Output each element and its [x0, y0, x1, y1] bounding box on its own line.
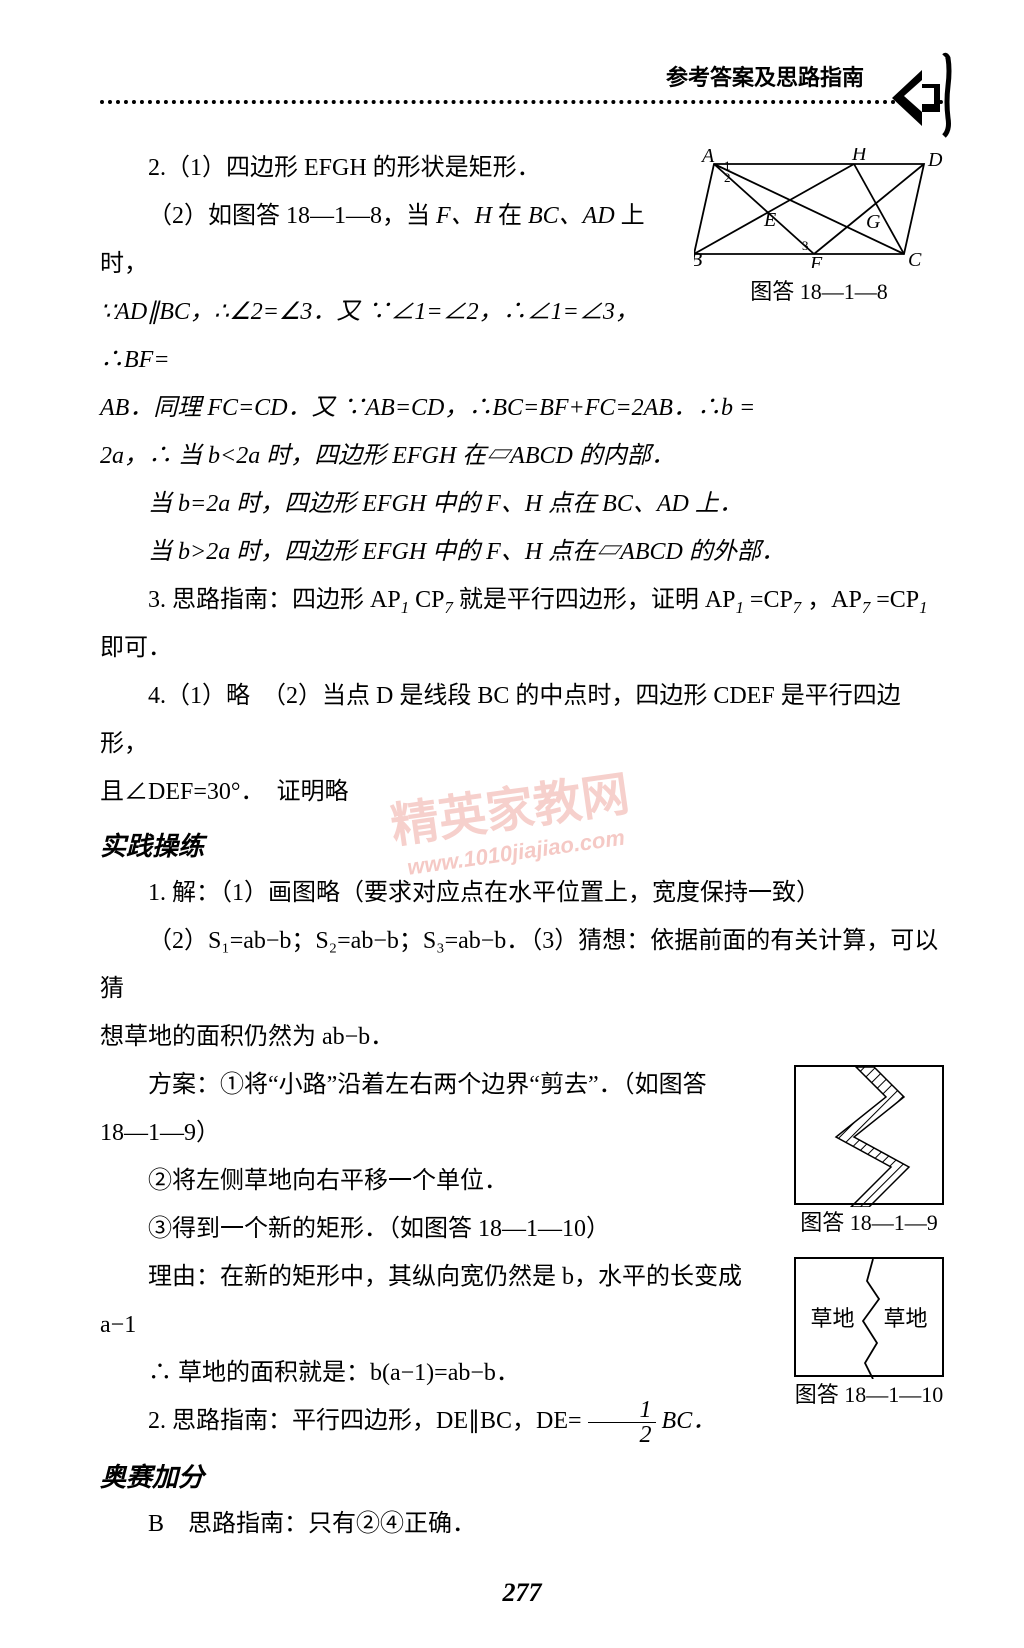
text: B 思路指南：只有②④正确．	[148, 1511, 476, 1537]
figure-18-1-8: A D B C H F E G 1 2 3 图答 18—1—8	[694, 148, 944, 306]
svg-text:C: C	[908, 249, 922, 268]
paragraph: 3. 思路指南：四边形 AP1 CP7 就是平行四边形，证明 AP1 =CP7 …	[100, 576, 944, 672]
math-text: BC．	[662, 1408, 717, 1434]
paragraph: 当 b=2a 时，四边形 EFGH 中的 F、H 点在 BC、AD 上．	[100, 480, 944, 528]
text: 2. 思路指南：平行四边形，DE∥BC，DE=	[148, 1408, 582, 1434]
grass-split-box: 草地 草地	[794, 1257, 944, 1377]
text: 就是平行四边形，证明 AP	[459, 587, 736, 613]
parallelogram-diagram: A D B C H F E G 1 2 3	[694, 148, 944, 268]
text: ，AP	[807, 587, 862, 613]
paragraph: 想草地的面积仍然为 ab−b．	[100, 1013, 944, 1061]
figure-18-1-9: 图答 18—1—9	[794, 1065, 944, 1237]
svg-text:H: H	[851, 148, 868, 165]
figure-18-1-10: 草地 草地 图答 18—1—10	[794, 1257, 944, 1409]
text: 2.（1）四边形 EFGH 的形状是矩形．	[148, 155, 541, 181]
text: （2）S₁=ab−b；S₂=ab−b；S₃=ab−b．（3）猜想：依据前面的有关…	[100, 928, 938, 1002]
text: 4.（1）略 （2）当点 D 是线段 BC 的中点时，四边形 CDEF 是平行四…	[100, 683, 901, 757]
fraction: 1 2	[588, 1398, 656, 1447]
hatched-path-box	[794, 1065, 944, 1205]
math-text: ∵AD∥BC，∴∠2=∠3．又 ∵∠1=∠2，∴∠1=∠3，∴BF=	[100, 299, 639, 373]
math-text: F、H	[436, 203, 492, 229]
paragraph: 2a，∴ 当 b<2a 时，四边形 EFGH 在▱ABCD 的内部．	[100, 432, 944, 480]
math-text: BC、AD	[528, 203, 615, 229]
figure-caption: 图答 18—1—8	[694, 274, 944, 306]
header-title: 参考答案及思路指南	[666, 65, 864, 90]
svg-text:F: F	[809, 253, 823, 268]
svg-text:D: D	[927, 149, 943, 171]
page-number: 277	[100, 1578, 944, 1608]
paragraph: B 思路指南：只有②④正确．	[100, 1500, 944, 1548]
text: 即可．	[100, 635, 172, 661]
math-text: AB．同理 FC=CD．又 ∵AB=CD，∴BC=BF+FC=2AB．∴b =	[100, 395, 755, 421]
grass-right-label: 草地	[883, 1301, 927, 1333]
figure-caption: 图答 18—1—10	[794, 1377, 944, 1409]
fraction-denominator: 2	[588, 1423, 656, 1447]
paragraph: 4.（1）略 （2）当点 D 是线段 BC 的中点时，四边形 CDEF 是平行四…	[100, 672, 944, 768]
math-text: 当 b=2a 时，四边形 EFGH 中的 F、H 点在 BC、AD 上．	[148, 491, 743, 517]
svg-text:B: B	[694, 249, 702, 268]
text: 且∠DEF=30°． 证明略	[100, 779, 348, 805]
math-text: 2a，∴ 当 b<2a 时，四边形 EFGH 在▱ABCD 的内部．	[100, 443, 675, 469]
page-root: 参考答案及思路指南 A D B C H	[0, 0, 1024, 1648]
paragraph: （2）S₁=ab−b；S₂=ab−b；S₃=ab−b．（3）猜想：依据前面的有关…	[100, 917, 944, 1013]
page-header: 参考答案及思路指南	[100, 60, 944, 92]
text: （2）如图答 18—1—8，当	[148, 203, 436, 229]
grass-left-label: 草地	[810, 1301, 854, 1333]
paragraph: 且∠DEF=30°． 证明略	[100, 768, 944, 816]
paragraph: AB．同理 FC=CD．又 ∵AB=CD，∴BC=BF+FC=2AB．∴b =	[100, 384, 944, 432]
text: CP	[415, 587, 444, 613]
text: 18—1—9）	[100, 1120, 220, 1146]
svg-text:G: G	[866, 211, 881, 233]
text: ∴ 草地的面积就是：b(a−1)=ab−b．	[148, 1360, 520, 1386]
svg-text:3: 3	[802, 238, 809, 253]
section-heading: 奥赛加分	[100, 1457, 944, 1494]
corner-arrow-icon	[882, 50, 954, 140]
paragraph: 当 b>2a 时，四边形 EFGH 中的 F、H 点在▱ABCD 的外部．	[100, 528, 944, 576]
text: =CP	[750, 587, 793, 613]
text: 1. 解：（1）画图略（要求对应点在水平位置上，宽度保持一致）	[148, 880, 820, 906]
math-text: 当 b>2a 时，四边形 EFGH 中的 F、H 点在▱ABCD 的外部．	[148, 539, 785, 565]
header-divider	[100, 100, 944, 104]
section-heading: 实践操练	[100, 826, 944, 863]
text: 3. 思路指南：四边形 AP	[148, 587, 401, 613]
text: 在	[498, 203, 528, 229]
svg-text:2: 2	[724, 170, 731, 185]
text: 方案：①将“小路”沿着左右两个边界“剪去”．（如图答	[148, 1072, 707, 1098]
text: 想草地的面积仍然为 ab−b．	[100, 1024, 394, 1050]
text: 理由：在新的矩形中，其纵向宽仍然是 b，水平的长变成 a−1	[100, 1264, 742, 1338]
text: =CP	[876, 587, 919, 613]
text: ③得到一个新的矩形．（如图答 18—1—10）	[148, 1216, 610, 1242]
paragraph: 1. 解：（1）画图略（要求对应点在水平位置上，宽度保持一致）	[100, 869, 944, 917]
text: ②将左侧草地向右平移一个单位．	[148, 1168, 508, 1194]
svg-text:E: E	[763, 209, 776, 231]
svg-text:A: A	[700, 148, 715, 167]
figure-caption: 图答 18—1—9	[794, 1205, 944, 1237]
fraction-numerator: 1	[588, 1398, 656, 1423]
